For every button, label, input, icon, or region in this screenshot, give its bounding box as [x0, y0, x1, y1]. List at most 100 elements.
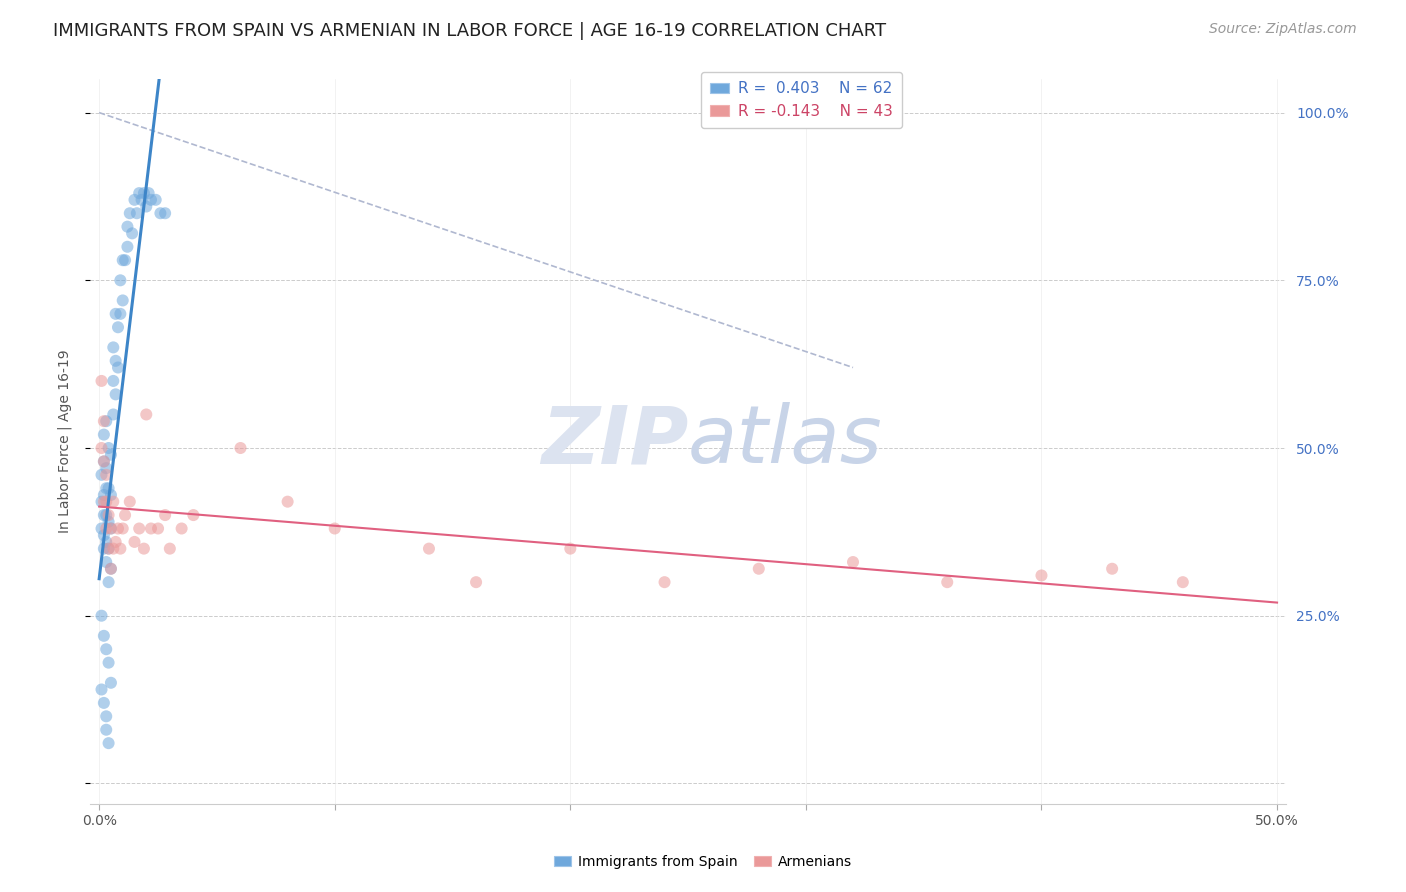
- Point: [103, 541, 125, 556]
- Point: [97, 541, 120, 556]
- Point: [93, 541, 115, 556]
- Point: [100, 521, 122, 535]
- Legend: R =  0.403    N = 62, R = -0.143    N = 43: R = 0.403 N = 62, R = -0.143 N = 43: [702, 72, 901, 128]
- Point: [110, 307, 132, 321]
- Point: [96, 508, 118, 522]
- Point: [100, 675, 122, 690]
- Point: [1101, 562, 1123, 576]
- Point: [125, 206, 148, 220]
- Point: [100, 488, 122, 502]
- Point: [277, 494, 299, 508]
- Point: [103, 340, 125, 354]
- Point: [97, 656, 120, 670]
- Point: [100, 448, 122, 462]
- Point: [139, 193, 162, 207]
- Point: [153, 206, 176, 220]
- Point: [107, 320, 129, 334]
- Point: [93, 454, 115, 468]
- Point: [96, 723, 118, 737]
- Point: [117, 240, 139, 254]
- Point: [96, 555, 118, 569]
- Point: [93, 427, 115, 442]
- Point: [104, 387, 127, 401]
- Point: [90, 521, 112, 535]
- Point: [90, 467, 112, 482]
- Point: [842, 555, 865, 569]
- Point: [748, 562, 770, 576]
- Point: [93, 508, 115, 522]
- Point: [132, 186, 155, 200]
- Point: [111, 253, 134, 268]
- Point: [936, 575, 959, 590]
- Point: [111, 293, 134, 308]
- Point: [93, 414, 115, 428]
- Point: [135, 200, 157, 214]
- Point: [153, 508, 176, 522]
- Point: [93, 454, 115, 468]
- Point: [128, 186, 150, 200]
- Point: [97, 575, 120, 590]
- Point: [100, 562, 122, 576]
- Point: [90, 374, 112, 388]
- Point: [118, 494, 141, 508]
- Point: [97, 441, 120, 455]
- Point: [139, 521, 162, 535]
- Y-axis label: In Labor Force | Age 16-19: In Labor Force | Age 16-19: [58, 350, 72, 533]
- Point: [96, 642, 118, 657]
- Point: [1171, 575, 1194, 590]
- Point: [124, 535, 146, 549]
- Point: [104, 535, 127, 549]
- Point: [107, 521, 129, 535]
- Point: [135, 408, 157, 422]
- Point: [131, 193, 153, 207]
- Point: [107, 360, 129, 375]
- Point: [93, 528, 115, 542]
- Point: [96, 521, 118, 535]
- Point: [96, 535, 118, 549]
- Point: [97, 508, 120, 522]
- Point: [145, 193, 167, 207]
- Point: [229, 441, 252, 455]
- Point: [93, 488, 115, 502]
- Point: [97, 515, 120, 529]
- Text: atlas: atlas: [688, 402, 883, 480]
- Point: [110, 273, 132, 287]
- Point: [465, 575, 488, 590]
- Point: [654, 575, 676, 590]
- Point: [323, 521, 346, 535]
- Point: [159, 541, 181, 556]
- Point: [96, 467, 118, 482]
- Point: [97, 541, 120, 556]
- Point: [97, 481, 120, 495]
- Point: [96, 494, 118, 508]
- Point: [418, 541, 440, 556]
- Point: [149, 206, 172, 220]
- Point: [560, 541, 582, 556]
- Point: [93, 494, 115, 508]
- Point: [1031, 568, 1053, 582]
- Point: [110, 541, 132, 556]
- Point: [96, 414, 118, 428]
- Point: [114, 253, 136, 268]
- Point: [90, 608, 112, 623]
- Point: [90, 494, 112, 508]
- Point: [97, 736, 120, 750]
- Point: [96, 709, 118, 723]
- Point: [96, 481, 118, 495]
- Point: [138, 186, 160, 200]
- Point: [121, 227, 143, 241]
- Point: [128, 521, 150, 535]
- Point: [103, 374, 125, 388]
- Point: [114, 508, 136, 522]
- Point: [117, 219, 139, 234]
- Point: [93, 629, 115, 643]
- Text: IMMIGRANTS FROM SPAIN VS ARMENIAN IN LABOR FORCE | AGE 16-19 CORRELATION CHART: IMMIGRANTS FROM SPAIN VS ARMENIAN IN LAB…: [53, 22, 887, 40]
- Legend: Immigrants from Spain, Armenians: Immigrants from Spain, Armenians: [548, 849, 858, 874]
- Point: [111, 521, 134, 535]
- Point: [100, 521, 122, 535]
- Point: [104, 353, 127, 368]
- Point: [93, 696, 115, 710]
- Point: [100, 562, 122, 576]
- Point: [118, 206, 141, 220]
- Point: [103, 408, 125, 422]
